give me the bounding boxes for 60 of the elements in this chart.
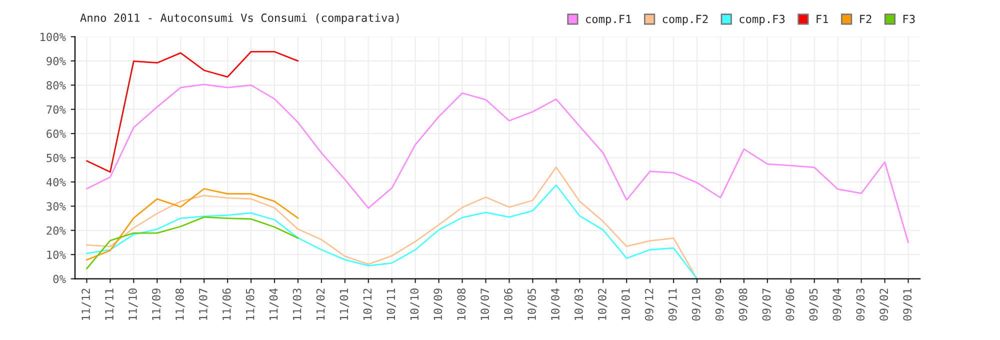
x-tick-label: 11/12 bbox=[82, 288, 91, 320]
y-tick-label: 10% bbox=[47, 250, 66, 259]
line-series bbox=[86, 51, 299, 173]
x-tick-label: 09/10 bbox=[692, 288, 702, 321]
y-tick-label: 50% bbox=[46, 154, 66, 162]
x-tick-label: 10/02 bbox=[598, 288, 608, 320]
x-tick-label: 09/08 bbox=[738, 288, 748, 321]
y-tick-label: 100% bbox=[40, 32, 66, 42]
x-tick-label: 09/02 bbox=[880, 288, 889, 321]
line-series bbox=[86, 84, 909, 244]
legend-label: comp.F1 bbox=[586, 14, 632, 26]
line-series bbox=[86, 166, 698, 279]
y-tick-label: 0% bbox=[53, 274, 66, 284]
x-tick-label: 11/05 bbox=[246, 288, 256, 320]
x-tick-label: 10/03 bbox=[574, 288, 584, 320]
x-tick-label: 10/09 bbox=[434, 288, 443, 320]
x-tick-label: 10/04 bbox=[551, 288, 560, 320]
x-tick-label: 11/10 bbox=[128, 288, 138, 320]
x-tick-label: 10/07 bbox=[480, 288, 490, 320]
line-series bbox=[86, 216, 299, 270]
x-tick-label: 09/12 bbox=[644, 288, 654, 321]
x-tick-label: 10/05 bbox=[528, 288, 537, 320]
y-tick-label: 20% bbox=[46, 226, 66, 235]
x-tick-label: 11/07 bbox=[198, 288, 208, 320]
x-tick-label: 10/01 bbox=[621, 288, 631, 320]
x-tick-label: 09/01 bbox=[903, 288, 912, 321]
x-tick-label: 10/08 bbox=[457, 288, 466, 320]
x-tick-label: 09/11 bbox=[668, 288, 678, 321]
x-tick-label: 10/12 bbox=[363, 288, 373, 320]
x-tick-label: 10/10 bbox=[410, 288, 420, 320]
x-tick-label: 11/01 bbox=[340, 288, 350, 320]
x-tick-label: 09/06 bbox=[786, 288, 796, 321]
y-tick-label: 40% bbox=[46, 178, 66, 186]
y-tick-label: 60% bbox=[46, 130, 66, 138]
x-tick-label: 11/02 bbox=[316, 288, 326, 320]
chart-title: Anno 2011 - Autoconsumi Vs Consumi (comparativa) bbox=[80, 13, 399, 24]
x-tick-label: 10/11 bbox=[386, 288, 396, 320]
x-tick-label: 11/03 bbox=[292, 288, 302, 320]
y-tick-label: 80% bbox=[46, 81, 66, 90]
y-tick-label: 70% bbox=[46, 105, 66, 114]
x-tick-label: 11/04 bbox=[269, 288, 279, 320]
legend-label: F3 bbox=[903, 14, 915, 24]
x-tick-label: 09/05 bbox=[809, 288, 818, 321]
x-tick-label: 09/07 bbox=[762, 288, 772, 321]
x-tick-label: 10/06 bbox=[504, 288, 514, 320]
line-series bbox=[86, 184, 698, 279]
line-series bbox=[86, 188, 299, 261]
y-tick-label: 90% bbox=[46, 56, 66, 66]
y-tick-label: 30% bbox=[46, 202, 66, 211]
x-tick-label: 09/09 bbox=[715, 288, 725, 321]
x-tick-label: 09/04 bbox=[832, 288, 842, 321]
x-tick-label: 11/11 bbox=[105, 288, 114, 320]
x-tick-label: 09/03 bbox=[856, 288, 866, 321]
legend-label: F1 bbox=[816, 14, 828, 24]
x-tick-label: 11/09 bbox=[152, 288, 162, 320]
x-tick-label: 11/06 bbox=[222, 288, 232, 320]
legend-label: comp.F3 bbox=[740, 14, 785, 26]
x-tick-label: 11/08 bbox=[175, 288, 185, 320]
legend-label: F2 bbox=[860, 14, 872, 24]
legend-label: comp.F2 bbox=[662, 14, 708, 26]
